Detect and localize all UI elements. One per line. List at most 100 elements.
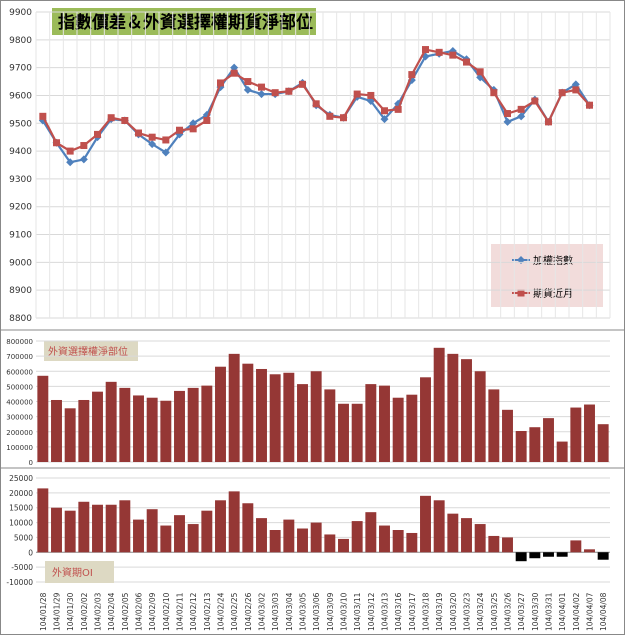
bar-oi-10 xyxy=(174,515,185,553)
xtick-15: 104/02/26 xyxy=(244,592,253,631)
bar-options-40 xyxy=(584,404,595,462)
xtick-4: 104/02/03 xyxy=(94,592,103,631)
ytick-index-9400: 9400 xyxy=(9,147,32,157)
bar-options-8 xyxy=(146,397,158,462)
options-label: 外資選擇權淨部位 xyxy=(48,345,128,358)
ytick-oi-5000: 5000 xyxy=(14,533,33,542)
xtick-26: 104/03/16 xyxy=(394,592,403,631)
xtick-18: 104/03/04 xyxy=(285,592,294,631)
bar-options-39 xyxy=(570,407,582,462)
bar-oi-0 xyxy=(37,488,49,553)
bar-options-34 xyxy=(502,409,513,462)
xtick-11: 104/02/12 xyxy=(189,592,198,631)
ytick-options-100000: 100000 xyxy=(6,444,33,452)
bar-oi-20 xyxy=(310,522,322,553)
point-index-16 xyxy=(257,90,266,99)
ytick-oi-0: 0 xyxy=(28,548,33,557)
bar-options-14 xyxy=(228,353,240,462)
bar-oi-34 xyxy=(502,537,513,553)
point-index-35 xyxy=(517,112,526,121)
bar-oi-33 xyxy=(488,535,500,553)
bar-oi-16 xyxy=(256,518,267,553)
point-futures-3 xyxy=(80,142,88,150)
main-title: 指數價差＆外資選擇權期貨淨部位 xyxy=(58,12,313,33)
bar-oi-25 xyxy=(379,525,390,553)
bar-oi-26 xyxy=(392,530,404,553)
ytick-options-300000: 300000 xyxy=(6,414,33,422)
bar-options-30 xyxy=(447,353,459,462)
point-index-9 xyxy=(161,148,170,157)
bar-oi-21 xyxy=(324,534,336,553)
point-futures-28 xyxy=(422,46,429,54)
bar-options-5 xyxy=(105,381,117,462)
point-futures-29 xyxy=(435,48,443,56)
point-futures-31 xyxy=(463,58,470,66)
bar-options-4 xyxy=(92,391,103,462)
bar-oi-28 xyxy=(420,495,431,553)
bar-options-6 xyxy=(119,387,131,462)
ytick-oi--5000: -5000 xyxy=(11,563,33,572)
xtick-16: 104/03/02 xyxy=(258,592,267,631)
ytick-index-8800: 8800 xyxy=(9,314,32,324)
ytick-index-9500: 9500 xyxy=(9,119,32,129)
xtick-29: 104/03/19 xyxy=(435,592,444,631)
bar-options-21 xyxy=(324,389,336,462)
xtick-36: 104/03/30 xyxy=(531,592,540,631)
bar-options-10 xyxy=(174,390,185,462)
xtick-33: 104/03/25 xyxy=(490,592,499,631)
point-futures-11 xyxy=(189,125,197,133)
bar-oi-35 xyxy=(515,552,527,562)
point-futures-39 xyxy=(572,86,580,94)
legend-label-index: 加權指數 xyxy=(533,254,573,267)
point-index-34 xyxy=(503,117,512,126)
bar-oi-31 xyxy=(461,518,472,553)
point-futures-16 xyxy=(258,83,265,91)
xtick-0: 104/01/28 xyxy=(39,592,48,631)
bar-options-15 xyxy=(242,363,254,462)
bar-oi-39 xyxy=(570,540,582,553)
bar-options-24 xyxy=(365,384,377,462)
point-futures-23 xyxy=(353,90,361,98)
bar-options-25 xyxy=(379,385,390,462)
point-futures-26 xyxy=(394,105,402,113)
point-futures-9 xyxy=(162,136,170,144)
point-futures-17 xyxy=(271,89,279,97)
xtick-41: 104/04/08 xyxy=(599,592,608,631)
xtick-14: 104/02/25 xyxy=(230,592,239,631)
point-futures-32 xyxy=(476,68,484,76)
ytick-options-0: 0 xyxy=(29,459,33,467)
bar-options-38 xyxy=(556,441,568,462)
point-futures-30 xyxy=(449,51,457,59)
point-futures-18 xyxy=(285,87,293,95)
ytick-index-9100: 9100 xyxy=(9,231,32,241)
point-index-3 xyxy=(79,155,88,164)
point-index-25 xyxy=(380,115,389,124)
point-futures-0 xyxy=(39,112,47,120)
bar-oi-22 xyxy=(338,538,349,553)
ytick-oi--10000: -10000 xyxy=(6,578,33,587)
xtick-20: 104/03/06 xyxy=(312,592,321,631)
point-futures-27 xyxy=(408,71,416,79)
bar-options-31 xyxy=(461,359,472,462)
ytick-index-9600: 9600 xyxy=(9,91,32,101)
bar-oi-24 xyxy=(365,512,377,553)
point-futures-8 xyxy=(148,133,156,141)
ytick-options-500000: 500000 xyxy=(6,383,33,391)
ytick-index-9700: 9700 xyxy=(9,64,32,74)
bar-options-27 xyxy=(406,394,418,462)
legend-label-futures: 期貨近月 xyxy=(533,287,573,300)
point-futures-36 xyxy=(531,97,539,105)
bar-options-18 xyxy=(283,372,295,462)
bar-oi-29 xyxy=(433,500,445,553)
bar-oi-41 xyxy=(597,552,609,560)
point-futures-40 xyxy=(586,101,593,109)
point-futures-5 xyxy=(107,114,115,122)
bar-oi-23 xyxy=(351,521,363,553)
point-futures-10 xyxy=(176,126,183,134)
point-futures-37 xyxy=(545,118,552,126)
point-futures-25 xyxy=(381,107,388,115)
bar-options-11 xyxy=(187,387,199,462)
point-futures-21 xyxy=(326,112,334,120)
